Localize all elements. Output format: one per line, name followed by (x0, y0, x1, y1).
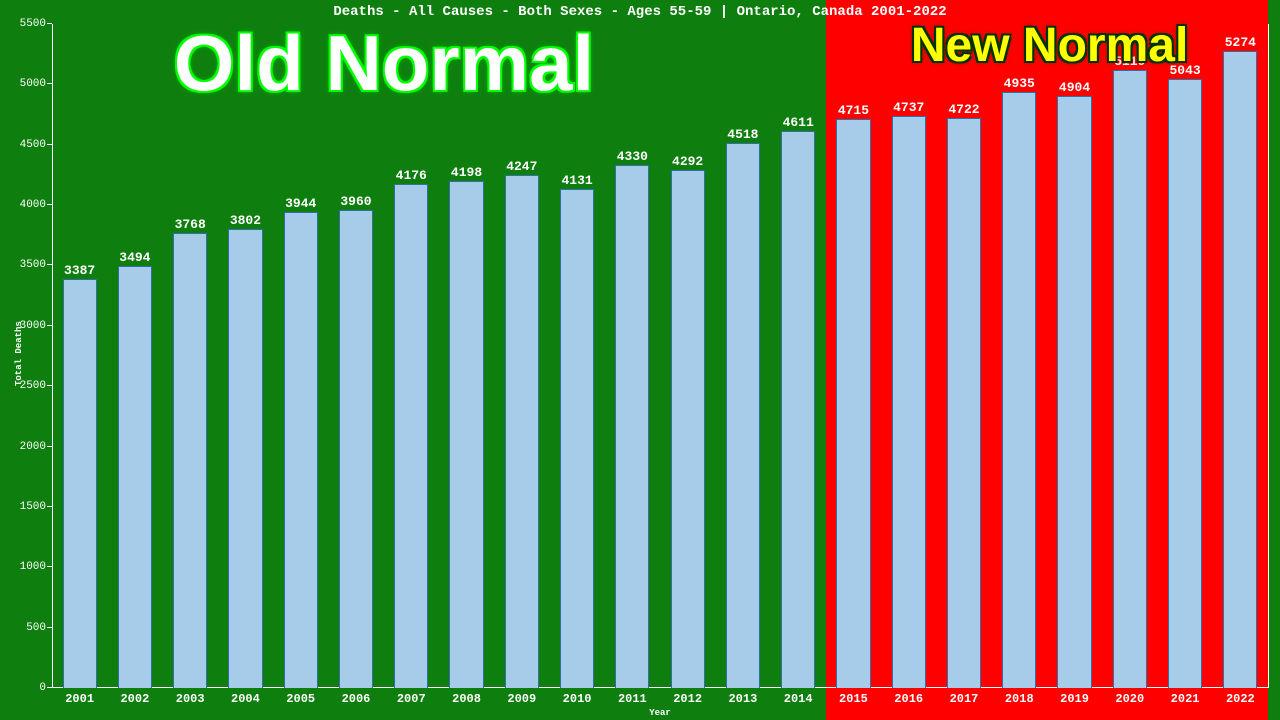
bar: 38022004 (228, 229, 262, 688)
bar-value-label: 4935 (1004, 76, 1035, 93)
overlay-text: Old Normal (174, 18, 594, 109)
bar-value-label: 4292 (672, 154, 703, 171)
y-tick-mark (47, 264, 52, 265)
y-tick-mark (47, 325, 52, 326)
bar: 37682003 (173, 233, 207, 688)
bar-value-label: 4904 (1059, 80, 1090, 97)
bar-value-label: 4131 (561, 173, 592, 190)
bar-category-label: 2007 (397, 688, 426, 706)
bar-category-label: 2002 (120, 688, 149, 706)
bar: 50432021 (1168, 79, 1202, 688)
bar-value-label: 4611 (783, 115, 814, 132)
bar: 43302011 (615, 165, 649, 688)
plot-area: 33872001 34942002 37682003 38022004 39442005… (52, 24, 1268, 688)
y-tick: 5500 (20, 18, 52, 30)
bar: 46112014 (781, 131, 815, 688)
y-tick: 5000 (20, 78, 52, 90)
bar-category-label: 2004 (231, 688, 260, 706)
y-axis-right (1268, 24, 1269, 688)
y-tick-mark (47, 627, 52, 628)
bar-category-label: 2006 (342, 688, 371, 706)
bar-value-label: 4737 (893, 100, 924, 117)
bar-category-label: 2019 (1060, 688, 1089, 706)
y-tick: 1000 (20, 561, 52, 573)
bar-value-label: 4198 (451, 165, 482, 182)
y-tick: 3000 (20, 320, 52, 332)
bar-category-label: 2005 (286, 688, 315, 706)
bar-value-label: 5274 (1225, 35, 1256, 52)
bar-category-label: 2003 (176, 688, 205, 706)
bar: 34942002 (118, 266, 152, 688)
bar-value-label: 3960 (340, 194, 371, 211)
bar-value-label: 3494 (119, 250, 150, 267)
bar-value-label: 4330 (617, 149, 648, 166)
bar-value-label: 4722 (948, 102, 979, 119)
y-tick-mark (47, 204, 52, 205)
y-tick: 3500 (20, 259, 52, 271)
bar: 42472009 (505, 175, 539, 688)
bar-value-label: 4518 (727, 127, 758, 144)
bar: 41762007 (394, 184, 428, 688)
bar: 42922012 (671, 170, 705, 688)
x-axis-label: Year (649, 708, 671, 718)
y-tick-mark (47, 566, 52, 567)
bar-value-label: 4176 (396, 168, 427, 185)
bar: 52742022 (1223, 51, 1257, 688)
y-tick-mark (47, 144, 52, 145)
bar: 41312010 (560, 189, 594, 688)
bar-value-label: 3387 (64, 263, 95, 280)
bar-value-label: 4715 (838, 103, 869, 120)
bar: 39602006 (339, 210, 373, 688)
y-tick-mark (47, 506, 52, 507)
bar-category-label: 2020 (1115, 688, 1144, 706)
bar-value-label: 3768 (175, 217, 206, 234)
bar: 49042019 (1057, 96, 1091, 688)
bars-group: 33872001 34942002 37682003 38022004 39442005… (52, 24, 1268, 688)
bar-value-label: 3944 (285, 196, 316, 213)
y-tick: 4500 (20, 139, 52, 151)
y-tick-mark (47, 83, 52, 84)
bar-value-label: 4247 (506, 159, 537, 176)
bar: 47372016 (892, 116, 926, 688)
y-tick: 0 (39, 682, 52, 694)
bar-category-label: 2008 (452, 688, 481, 706)
bar: 45182013 (726, 143, 760, 688)
bar-category-label: 2021 (1171, 688, 1200, 706)
y-tick: 500 (26, 622, 52, 634)
y-tick: 4000 (20, 199, 52, 211)
bar: 49352018 (1002, 92, 1036, 688)
bar-category-label: 2010 (563, 688, 592, 706)
bar: 41982008 (449, 181, 483, 688)
bar: 47222017 (947, 118, 981, 688)
bar-category-label: 2009 (507, 688, 536, 706)
bar-category-label: 2015 (839, 688, 868, 706)
bar-value-label: 3802 (230, 213, 261, 230)
bar-category-label: 2011 (618, 688, 647, 706)
y-tick-mark (47, 446, 52, 447)
bar-category-label: 2016 (894, 688, 923, 706)
bar-category-label: 2018 (1005, 688, 1034, 706)
bar-category-label: 2013 (728, 688, 757, 706)
bar: 47152015 (836, 119, 870, 688)
bar-category-label: 2014 (784, 688, 813, 706)
y-tick-mark (47, 687, 52, 688)
bar: 51192020 (1113, 70, 1147, 688)
y-tick: 2000 (20, 441, 52, 453)
bar: 39442005 (284, 212, 318, 688)
bar-category-label: 2022 (1226, 688, 1255, 706)
chart-container: Deaths - All Causes - Both Sexes - Ages … (0, 0, 1280, 720)
overlay-text: New Normal (911, 18, 1188, 73)
bar-category-label: 2017 (950, 688, 979, 706)
y-tick: 2500 (20, 380, 52, 392)
y-tick-mark (47, 385, 52, 386)
y-tick: 1500 (20, 501, 52, 513)
bar: 33872001 (63, 279, 97, 688)
bar-category-label: 2012 (673, 688, 702, 706)
y-tick-mark (47, 23, 52, 24)
bar-category-label: 2001 (65, 688, 94, 706)
